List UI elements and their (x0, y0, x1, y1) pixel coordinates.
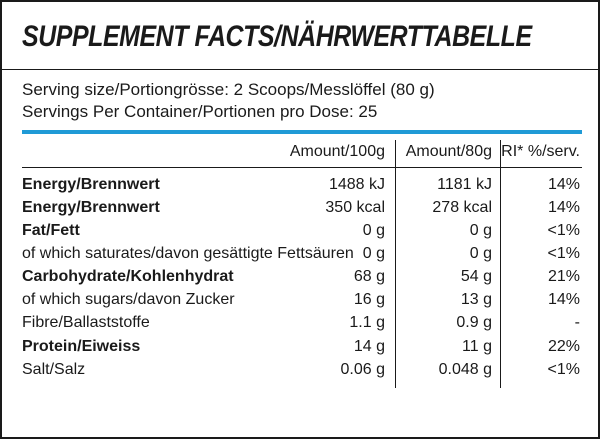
table-header: Amount/100g Amount/80g RI* %/serv. (2, 143, 598, 165)
table-row-protein: Protein/Eiweiss 14 g 11 g 22% (2, 338, 598, 360)
row-per80: 0.9 g (456, 314, 492, 331)
header-ri: RI* %/serv. (501, 143, 580, 160)
row-label: Fat/Fett (22, 222, 80, 239)
table-row-sugars: of which sugars/davon Zucker 16 g 13 g 1… (2, 291, 598, 313)
row-ri: 22% (547, 338, 580, 355)
row-label: of which sugars/davon Zucker (22, 291, 235, 308)
row-per100: 16 g (353, 291, 385, 308)
row-ri: <1% (547, 245, 580, 262)
row-per100: 0.06 g (340, 361, 385, 378)
row-per100: 350 kcal (325, 199, 385, 216)
row-per80: 0 g (469, 245, 492, 262)
table-row-energy-kj: Energy/Brennwert 1488 kJ 1181 kJ 14% (2, 176, 598, 198)
header-amount-100g: Amount/100g (289, 143, 385, 160)
row-ri: 21% (547, 268, 580, 285)
panel-title: SUPPLEMENT FACTS/NÄHRWERTTABELLE (22, 20, 532, 53)
row-label: Carbohydrate/Kohlenhydrat (22, 268, 234, 285)
column-divider-1 (395, 140, 396, 388)
row-label: Fibre/Ballaststoffe (22, 314, 150, 331)
serving-size: Serving size/Portiongrösse: 2 Scoops/Mes… (22, 80, 435, 99)
accent-divider (22, 130, 582, 134)
row-label: Salt/Salz (22, 361, 86, 378)
row-label: Protein/Eiweiss (22, 338, 141, 355)
table-row-salt: Salt/Salz 0.06 g 0.048 g <1% (2, 361, 598, 383)
row-ri: <1% (547, 361, 580, 378)
table-row-fat: Fat/Fett 0 g 0 g <1% (2, 222, 598, 244)
row-per80: 278 kcal (432, 199, 492, 216)
row-per80: 11 g (462, 338, 492, 355)
row-ri: - (574, 314, 580, 331)
table-row-fibre: Fibre/Ballaststoffe 1.1 g 0.9 g - (2, 314, 598, 336)
row-per100: 1.1 g (349, 314, 385, 331)
row-per100: 0 g (362, 222, 385, 239)
row-per80: 13 g (460, 291, 492, 308)
row-per100: 1488 kJ (328, 176, 385, 193)
row-per80: 0.048 g (438, 361, 492, 378)
row-per100: 14 g (353, 338, 385, 355)
table-row-saturates: of which saturates/davon gesättigte Fett… (2, 245, 598, 267)
row-per80: 0 g (469, 222, 492, 239)
row-ri: 14% (547, 291, 580, 308)
table-row-carbohydrate: Carbohydrate/Kohlenhydrat 68 g 54 g 21% (2, 268, 598, 290)
row-per80: 54 g (460, 268, 492, 285)
row-ri: <1% (547, 222, 580, 239)
row-label: Energy/Brennwert (22, 176, 160, 193)
title-divider (2, 69, 598, 70)
header-amount-80g: Amount/80g (405, 143, 492, 160)
servings-per-container: Servings Per Container/Portionen pro Dos… (22, 102, 378, 121)
header-divider (22, 167, 582, 168)
row-per100: 0 g (362, 245, 385, 262)
row-ri: 14% (547, 176, 580, 193)
row-label: Energy/Brennwert (22, 199, 160, 216)
row-label: of which saturates/davon gesättigte Fett… (22, 245, 354, 262)
table-row-energy-kcal: Energy/Brennwert 350 kcal 278 kcal 14% (2, 199, 598, 221)
column-divider-2 (500, 140, 501, 388)
row-per100: 68 g (353, 268, 385, 285)
row-ri: 14% (547, 199, 580, 216)
row-per80: 1181 kJ (437, 176, 492, 193)
